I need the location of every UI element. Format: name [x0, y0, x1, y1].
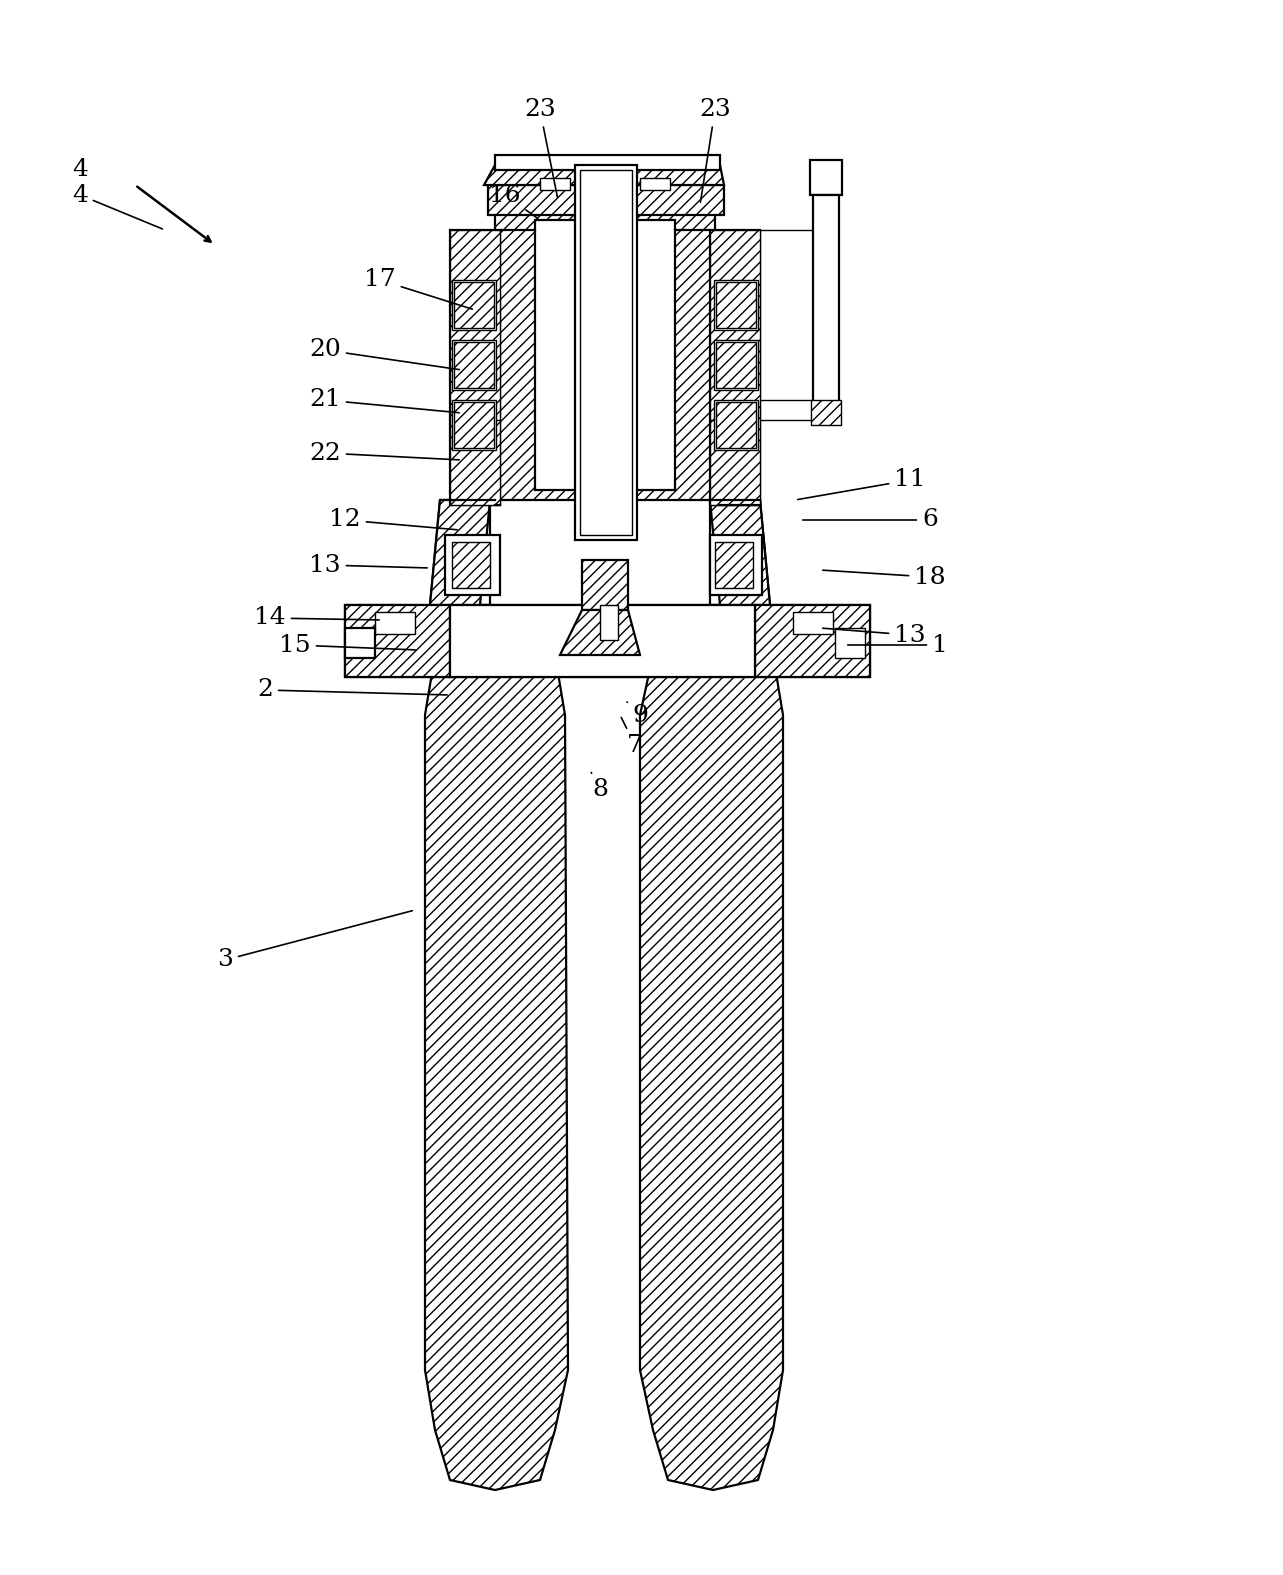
Text: 4: 4	[72, 159, 89, 181]
Polygon shape	[640, 178, 670, 191]
Polygon shape	[345, 605, 450, 677]
Polygon shape	[716, 342, 756, 387]
Text: 14: 14	[254, 606, 380, 630]
Text: 6: 6	[803, 509, 938, 531]
Polygon shape	[488, 184, 724, 216]
Polygon shape	[454, 402, 494, 447]
Text: 11: 11	[798, 468, 926, 499]
Polygon shape	[754, 605, 870, 677]
Polygon shape	[559, 610, 640, 655]
Text: 13: 13	[309, 553, 427, 576]
Polygon shape	[811, 400, 840, 425]
Polygon shape	[709, 230, 760, 506]
Polygon shape	[445, 536, 500, 595]
Polygon shape	[716, 402, 756, 447]
Text: 8: 8	[591, 772, 608, 802]
Text: 23: 23	[699, 99, 731, 202]
Polygon shape	[835, 628, 865, 658]
Polygon shape	[793, 613, 833, 635]
Polygon shape	[425, 655, 568, 1490]
Polygon shape	[535, 221, 675, 490]
Text: 13: 13	[822, 624, 926, 646]
Polygon shape	[450, 230, 500, 506]
Polygon shape	[495, 205, 715, 506]
Polygon shape	[716, 282, 756, 328]
Polygon shape	[454, 342, 494, 387]
Text: 15: 15	[280, 633, 416, 657]
Polygon shape	[484, 165, 724, 184]
Polygon shape	[709, 230, 760, 506]
Text: 12: 12	[330, 509, 457, 531]
Text: 7: 7	[621, 718, 643, 756]
Polygon shape	[452, 542, 490, 587]
Polygon shape	[582, 561, 627, 610]
Polygon shape	[640, 655, 783, 1490]
Text: 16: 16	[489, 184, 538, 219]
Text: 3: 3	[217, 910, 412, 972]
Text: 23: 23	[525, 99, 557, 197]
Polygon shape	[345, 628, 375, 658]
Polygon shape	[452, 400, 497, 450]
Polygon shape	[813, 195, 839, 410]
Polygon shape	[810, 161, 842, 195]
Polygon shape	[709, 536, 762, 595]
Polygon shape	[450, 230, 500, 506]
Text: 1: 1	[848, 633, 948, 657]
Polygon shape	[452, 340, 497, 391]
Polygon shape	[450, 605, 754, 677]
Polygon shape	[430, 499, 490, 605]
Text: 22: 22	[309, 441, 459, 465]
Polygon shape	[715, 280, 758, 331]
Polygon shape	[345, 605, 870, 677]
Polygon shape	[715, 542, 753, 587]
Polygon shape	[600, 605, 618, 639]
Polygon shape	[495, 154, 720, 170]
Text: 20: 20	[309, 339, 459, 370]
Text: 21: 21	[309, 389, 459, 413]
Polygon shape	[540, 178, 570, 191]
Polygon shape	[715, 340, 758, 391]
Text: 2: 2	[257, 679, 448, 701]
Text: 18: 18	[822, 565, 946, 589]
Text: 4: 4	[72, 184, 163, 228]
Polygon shape	[709, 499, 770, 605]
Text: 17: 17	[364, 268, 472, 309]
Polygon shape	[430, 499, 770, 605]
Polygon shape	[452, 280, 497, 331]
Polygon shape	[490, 499, 709, 605]
Text: 9: 9	[627, 702, 648, 726]
Polygon shape	[715, 400, 758, 450]
Polygon shape	[580, 170, 633, 536]
Polygon shape	[454, 282, 494, 328]
Polygon shape	[575, 165, 636, 540]
Polygon shape	[375, 613, 414, 635]
